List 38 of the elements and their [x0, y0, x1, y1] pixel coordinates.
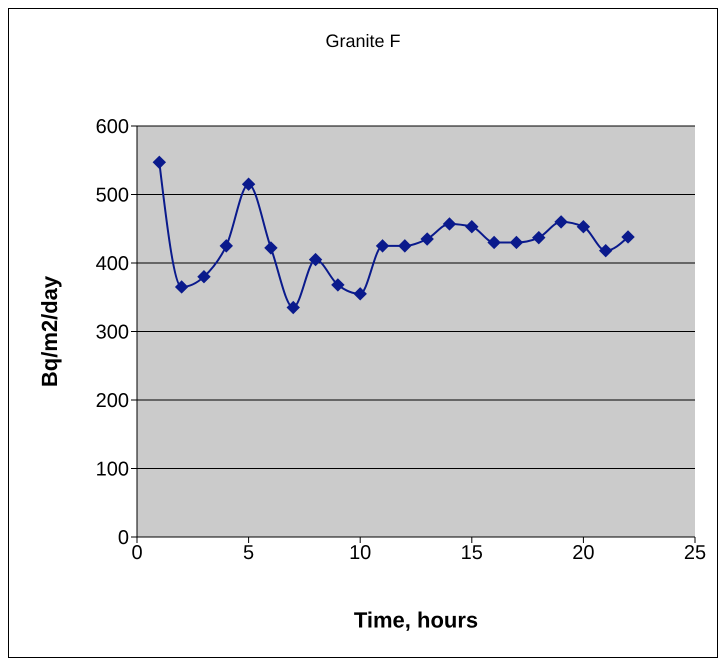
point [599, 244, 612, 258]
point [465, 220, 478, 234]
point [622, 230, 635, 244]
point [152, 156, 166, 169]
point [554, 215, 568, 228]
y-tick-label: 400 [96, 253, 129, 276]
x-axis-title: Time, hours [354, 608, 478, 633]
point [197, 270, 210, 284]
chart-title: Granite F [324, 31, 402, 52]
point [398, 239, 412, 252]
y-tick-label: 100 [96, 458, 129, 481]
y-tick-label: 500 [96, 184, 129, 207]
point [220, 239, 233, 252]
point [354, 287, 367, 300]
point [442, 217, 456, 230]
point [286, 301, 300, 314]
point [175, 280, 188, 294]
point [264, 241, 278, 254]
x-tick-label: 20 [572, 542, 595, 564]
point [420, 232, 434, 246]
point [242, 178, 256, 191]
point [488, 236, 501, 249]
point [510, 236, 523, 249]
point [576, 220, 590, 234]
x-tick-label: 5 [243, 542, 254, 564]
x-tick-label: 25 [684, 542, 706, 564]
point [376, 239, 390, 252]
y-tick-label: 300 [96, 322, 129, 344]
y-tick-label: 600 [96, 116, 129, 138]
y-tick-label: 0 [118, 527, 129, 550]
y-tick-label: 200 [96, 390, 129, 412]
point [331, 278, 344, 292]
point [532, 231, 546, 244]
x-tick-label: 10 [349, 542, 372, 564]
x-tick-label: 15 [460, 542, 483, 564]
y-axis-title: Bq/m2/day [36, 275, 62, 388]
point [309, 253, 322, 266]
x-tick-label: 0 [131, 542, 143, 564]
